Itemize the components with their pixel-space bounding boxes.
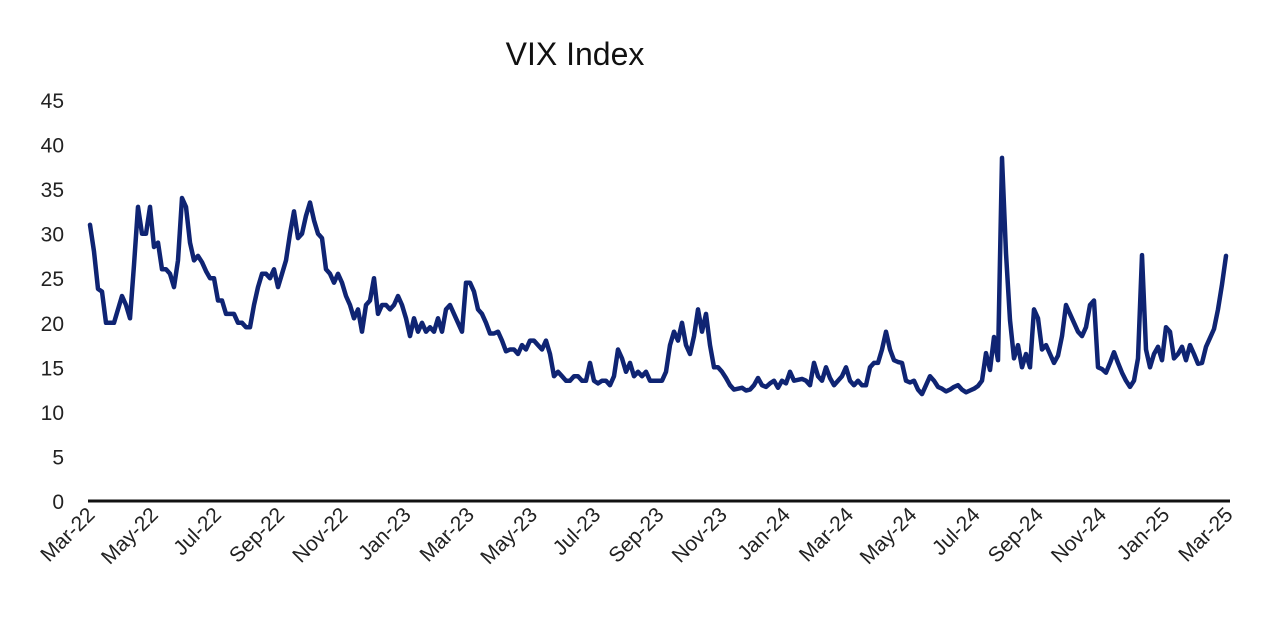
- x-tick-label: Mar-23: [416, 503, 479, 566]
- chart-title: VIX Index: [506, 36, 645, 72]
- x-tick-label: Nov-24: [1047, 503, 1111, 567]
- x-tick-label: Sep-24: [984, 503, 1048, 567]
- y-tick-label: 15: [41, 357, 64, 380]
- y-tick-label: 25: [41, 268, 64, 291]
- x-tick-label: Mar-22: [36, 503, 99, 566]
- y-tick-label: 35: [41, 179, 64, 202]
- x-tick-label: Mar-24: [795, 503, 859, 567]
- x-tick-label: May-24: [856, 503, 922, 569]
- series-line-vix: [87, 155, 1229, 397]
- x-tick-label: Jul-22: [169, 503, 226, 560]
- x-tick-label: May-22: [97, 503, 163, 569]
- x-tick-label: Jul-24: [928, 503, 985, 560]
- y-tick-label: 40: [41, 135, 64, 158]
- x-tick-label: Sep-23: [604, 503, 668, 567]
- y-tick-label: 20: [41, 313, 64, 336]
- x-tick-label: Nov-22: [288, 503, 352, 567]
- x-tick-label: May-23: [476, 503, 542, 569]
- y-tick-label: 30: [41, 224, 64, 247]
- y-tick-label: 45: [41, 90, 64, 113]
- x-tick-label: Jan-24: [733, 503, 795, 565]
- y-tick-label: 5: [52, 446, 64, 469]
- x-tick-label: Jan-25: [1113, 503, 1175, 565]
- y-tick-label: 10: [41, 402, 64, 425]
- y-axis-ticks: 0 5 10 15 20 25 30 35 40 45: [41, 90, 64, 514]
- x-tick-label: Jan-23: [354, 503, 416, 565]
- x-tick-label: Jul-23: [549, 503, 606, 560]
- y-tick-label: 0: [52, 491, 64, 514]
- x-tick-label: Mar-25: [1174, 503, 1237, 566]
- x-tick-label: Sep-22: [225, 503, 289, 567]
- x-tick-label: Nov-23: [668, 503, 732, 567]
